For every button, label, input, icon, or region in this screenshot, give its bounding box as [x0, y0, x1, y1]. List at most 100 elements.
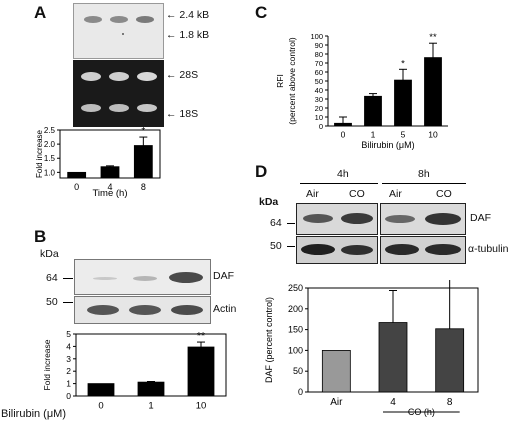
lane-label-air-4h: Air — [306, 188, 319, 200]
bar — [187, 346, 215, 397]
x-tick-label: 10 — [428, 130, 438, 140]
x-tick-label: 5 — [401, 130, 406, 140]
panel-letter-a: A — [34, 3, 47, 22]
x-tick-label: 0 — [341, 130, 346, 140]
bar — [334, 122, 352, 127]
y-tick-label: 50 — [315, 77, 323, 86]
bar — [87, 383, 115, 397]
y-tick-label: 2.5 — [44, 126, 56, 135]
mw-50-b: 50 — [46, 296, 58, 308]
time-header-4h: 4h — [337, 168, 349, 180]
y-tick-label: 0 — [298, 387, 303, 397]
bar — [321, 350, 351, 393]
bar — [133, 145, 153, 179]
bar — [100, 166, 120, 179]
bar — [424, 57, 442, 127]
x-tick-label: 4 — [390, 397, 396, 408]
x-tick-label: 8 — [141, 182, 146, 192]
y-axis-label: Fold increase — [35, 129, 44, 178]
x-axis-label: Bilirubin (μM) — [361, 140, 414, 150]
y-tick-label: 40 — [315, 86, 323, 95]
bar — [67, 171, 87, 179]
gel-label-18s: ← 18S — [166, 108, 199, 120]
x-tick-label: 4 — [107, 182, 112, 192]
lane-label-co-4h: CO — [349, 188, 365, 200]
blot-label-daf-d: DAF — [470, 212, 491, 224]
x-tick-label: 1 — [371, 130, 376, 140]
y-axis-label-line2: (percent above control) — [287, 37, 297, 125]
significance-marker: ** — [429, 32, 437, 43]
y-tick-label: 100 — [288, 345, 303, 355]
y-tick-label: 70 — [315, 59, 323, 68]
y-tick-label: 90 — [315, 41, 323, 50]
significance-marker: ** — [197, 330, 205, 342]
y-tick-label: 4 — [66, 341, 71, 351]
y-tick-label: 1 — [66, 379, 71, 389]
x-tick-label: 1 — [148, 401, 153, 412]
significance-marker: * — [401, 58, 405, 69]
y-axis-label: DAF (percent control) — [264, 297, 274, 383]
daf-blot-d-4h — [296, 203, 378, 235]
y-tick-label: 150 — [288, 325, 303, 335]
y-axis-label: Fold increase — [42, 339, 52, 390]
daf-blot-d-8h — [380, 203, 466, 235]
x-tick-label: 8 — [447, 397, 453, 408]
y-tick-label: 60 — [315, 68, 323, 77]
bar — [435, 328, 465, 393]
mw-50-d: 50 — [270, 240, 282, 252]
y-tick-label: 1.5 — [44, 154, 56, 163]
lane-label-co-8h: CO — [436, 188, 452, 200]
y-tick-label: 100 — [310, 32, 323, 41]
x-tick-label: Air — [330, 397, 343, 408]
gel-label-28s: ← 28S — [166, 69, 199, 81]
actin-blot-b — [74, 296, 211, 324]
significance-marker: * — [141, 126, 145, 137]
kda-label-b: kDa — [40, 248, 59, 260]
y-tick-label: 1.0 — [44, 168, 56, 177]
y-tick-label: 0 — [66, 391, 71, 401]
panel-letter-d: D — [255, 162, 268, 181]
chart-b: 0 1 2 3 4 5 0 1 ** 10 Fold increase — [42, 329, 227, 412]
chart-a: 1.0 1.5 2.0 2.5 0 4 * 8 Fold increase Time (h) — [35, 126, 161, 199]
bar — [364, 95, 382, 127]
y-tick-label: 250 — [288, 283, 303, 293]
tubulin-blot-d-4h — [296, 236, 378, 264]
x-axis-label: CO (h) — [408, 407, 435, 417]
x-tick-label: 0 — [74, 182, 79, 192]
y-tick-label: 0 — [319, 122, 323, 131]
y-tick-label: 2.0 — [44, 140, 56, 149]
mw-64-d: 64 — [270, 217, 282, 229]
tubulin-blot-d-8h — [380, 236, 466, 264]
northern-label-2-4kb: ← 2.4 kB — [166, 9, 210, 21]
northern-label-1-8kb: ← 1.8 kB — [166, 29, 210, 41]
x-tick-label: 10 — [196, 401, 207, 412]
mw-64-b: 64 — [46, 272, 58, 284]
y-tick-label: 3 — [66, 354, 71, 364]
kda-label-d: kDa — [259, 196, 279, 208]
lane-label-air-8h: Air — [389, 188, 402, 200]
y-tick-label: 50 — [293, 366, 303, 376]
blot-label-actin-b: Actin — [213, 303, 237, 315]
blot-label-daf-b: DAF — [213, 270, 234, 282]
y-tick-label: 200 — [288, 304, 303, 314]
blot-label-tubulin-d: α-tubulin — [468, 243, 509, 255]
y-tick-label: 80 — [315, 50, 323, 59]
northern-blot — [73, 3, 164, 59]
y-tick-label: 30 — [315, 95, 323, 104]
bar — [394, 79, 412, 127]
treatment-label-b: Bilirubin (μM) — [1, 408, 67, 420]
bar — [378, 322, 408, 393]
bar — [137, 381, 165, 397]
y-axis-label: RFI — [275, 74, 285, 88]
panel-letter-b: B — [34, 227, 47, 246]
panel-letter-c: C — [255, 3, 268, 22]
y-tick-label: 10 — [315, 113, 323, 122]
y-tick-label: 20 — [315, 104, 323, 113]
chart-d: 0 50 100 150 200 250 Air 4 8 DAF (percent control… — [264, 280, 479, 417]
x-tick-label: 0 — [98, 401, 103, 412]
y-tick-label: 5 — [66, 329, 71, 339]
rrna-gel — [73, 60, 164, 127]
time-header-8h: 8h — [418, 168, 430, 180]
y-tick-label: 2 — [66, 366, 71, 376]
